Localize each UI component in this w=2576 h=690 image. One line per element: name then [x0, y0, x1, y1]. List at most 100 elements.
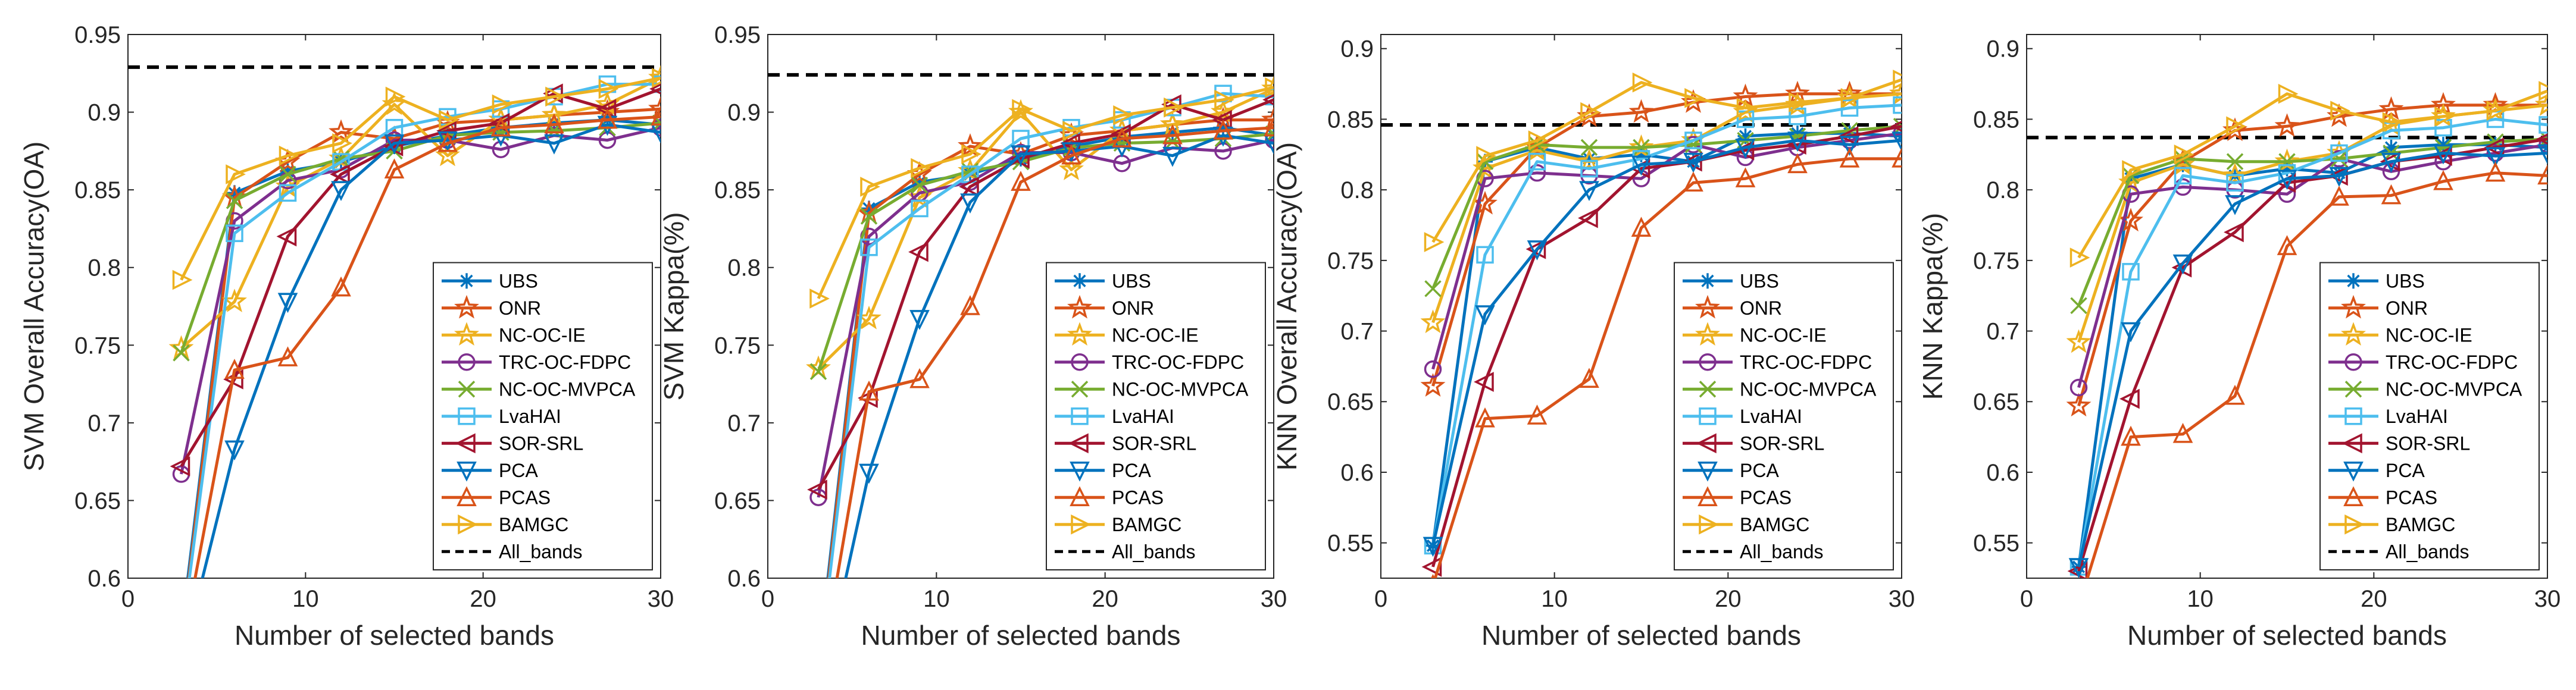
panel-knn-kappa: 0 10 20 30 0.55 0.6 0.65 0.7 0.75 0.8 0.85 0.9 Numbe… [1917, 34, 2561, 651]
data-point [2226, 116, 2246, 137]
data-point [1262, 94, 1274, 106]
x-tick-label: 10 [2187, 586, 2214, 612]
data-point [909, 310, 930, 330]
data-point [1162, 146, 1183, 167]
y-tick-label: 0.85 [1327, 106, 1374, 133]
y-tick-label: 0.95 [714, 22, 761, 48]
data-point [226, 192, 243, 209]
x-tick-label: 30 [1889, 586, 1915, 612]
legend-label: NC-OC-MVPCA [1112, 378, 1249, 400]
legend-marker [1071, 514, 1091, 535]
data-point [2537, 164, 2547, 185]
series-line [1431, 124, 1902, 567]
data-point [1631, 155, 1652, 176]
data-point [2330, 101, 2350, 121]
series-pcas [1430, 148, 1902, 578]
data-point [545, 86, 565, 107]
data-point [1474, 372, 1494, 392]
legend-marker [459, 273, 474, 289]
legend-marker [1695, 294, 1720, 319]
legend-label: LvaHAI [499, 406, 561, 427]
series-pcas [835, 116, 1274, 578]
data-point [811, 656, 826, 672]
legend-label: ONR [499, 297, 541, 319]
legend-item-bamgc: BAMGC [2328, 514, 2455, 535]
y-tick-label: 0.75 [1327, 248, 1374, 274]
legend-label: ONR [2386, 297, 2428, 319]
data-point [1684, 131, 1702, 149]
legend-label: TRC-OC-FDPC [499, 352, 631, 373]
legend-marker [457, 462, 477, 482]
legend-item-all-bands: All_bands [442, 541, 583, 562]
series-line [187, 83, 661, 578]
legend-item-trc-oc-fdpc: TRC-OC-FDPC [442, 352, 631, 373]
legend-marker [458, 353, 476, 371]
data-point [546, 115, 562, 131]
legend-marker [1696, 433, 1717, 454]
x-axis-label: Number of selected bands [1481, 620, 1801, 651]
legend-marker [1072, 273, 1087, 289]
data-point [2121, 322, 2141, 343]
data-point [2485, 161, 2506, 182]
series-line [180, 121, 661, 354]
data-point [1840, 87, 1861, 108]
x-axis-label: Number of selected bands [2127, 620, 2447, 651]
data-point [1476, 146, 1496, 166]
data-point [490, 116, 511, 137]
x-tick-label: 10 [923, 586, 950, 612]
data-point [1683, 171, 1703, 192]
data-point [1578, 208, 1598, 228]
data-point [807, 479, 827, 500]
y-axis-label: KNN Overall Accuracy(OA) [1271, 142, 1302, 471]
data-point [2536, 133, 2547, 145]
legend-marker [1699, 407, 1717, 425]
legend-label: UBS [1112, 270, 1151, 291]
legend-item-nc-oc-mvpca: NC-OC-MVPCA [1683, 378, 1877, 400]
legend-label: PCA [1740, 460, 1779, 481]
y-axis-label: SVM Overall Accuracy(OA) [18, 142, 49, 472]
y-tick-label: 0.55 [1973, 531, 2019, 557]
data-point [2381, 152, 2402, 173]
legend-item-ubs: UBS [1055, 270, 1151, 291]
legend-label: SOR-SRL [2386, 432, 2470, 454]
y-tick-label: 0.7 [87, 410, 121, 437]
data-point [1525, 239, 1546, 259]
plot-area [768, 73, 1274, 672]
data-point [1527, 240, 1548, 261]
y-tick-label: 0.7 [727, 410, 761, 437]
data-point [911, 177, 929, 194]
data-point [2535, 92, 2547, 116]
legend-marker [1700, 273, 1715, 289]
data-point [2537, 144, 2547, 165]
data-point [174, 625, 189, 640]
data-point [859, 380, 879, 401]
data-point [385, 86, 406, 107]
legend: UBS ONR NC-OC-IE TRC-OC-FDPC NC-OC-MVPCA LvaH… [433, 262, 653, 570]
data-point [1892, 148, 1902, 168]
legend-label: UBS [2386, 270, 2425, 291]
legend-label: LvaHAI [1740, 406, 1802, 427]
legend: UBS ONR NC-OC-IE TRC-OC-FDPC NC-OC-MVPCA LvaH… [1674, 262, 1894, 570]
data-point [1061, 142, 1081, 162]
data-point [860, 239, 878, 256]
y-tick-label: 0.65 [714, 488, 761, 514]
legend-item-nc-oc-ie: NC-OC-IE [1055, 322, 1199, 346]
legend-item-lvahai: LvaHAI [1055, 406, 1174, 427]
data-point [224, 359, 245, 379]
legend-label: All_bands [1112, 541, 1196, 562]
data-point [173, 344, 190, 362]
data-point [1580, 139, 1598, 156]
data-point [1012, 99, 1032, 120]
y-tick-label: 0.8 [1340, 177, 1374, 203]
data-point [1631, 217, 1652, 237]
y-tick-label: 0.65 [1973, 389, 2019, 415]
y-tick-label: 0.6 [727, 566, 761, 592]
data-point [860, 177, 880, 197]
series-lvahai [1424, 96, 1902, 555]
legend-marker [2342, 433, 2362, 454]
y-tick-label: 0.65 [74, 488, 121, 514]
legend-label: UBS [1740, 270, 1779, 291]
data-point [2329, 167, 2349, 187]
legend-item-sor-srl: SOR-SRL [442, 432, 583, 454]
data-point [1475, 407, 1495, 428]
